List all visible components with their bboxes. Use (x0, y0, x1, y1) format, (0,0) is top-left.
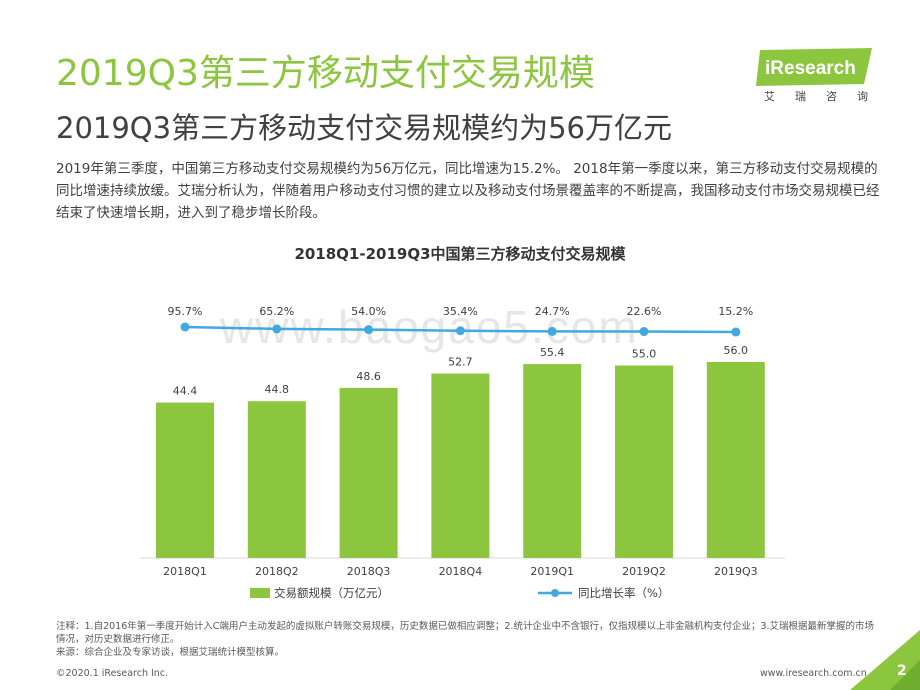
logo-text: iResearch (765, 58, 856, 79)
note-line-1: 注释：1.自2016年第一季度开始计入C端用户主动发起的虚拟账户转账交易规模，历… (56, 621, 875, 645)
growth-label-2018Q1: 95.7% (168, 305, 203, 318)
bar-line-chart: 44.4 2018Q1 44.8 2018Q2 48.6 2018Q3 52.7 2018Q4… (140, 305, 785, 600)
x-tick-label-2018Q2: 2018Q2 (255, 565, 299, 578)
growth-label-2018Q3: 54.0% (351, 305, 386, 318)
x-tick-label-2018Q3: 2018Q3 (347, 565, 391, 578)
bar-2018Q1 (156, 402, 214, 558)
bar-2018Q2 (247, 401, 306, 558)
growth-label-2018Q2: 65.2% (259, 305, 294, 318)
x-tick-label-2018Q4: 2018Q4 (439, 565, 483, 578)
footer-url[interactable]: www.iresearch.com.cn (760, 668, 867, 679)
chart-title: 2018Q1-2019Q3中国第三方移动支付交易规模 (294, 245, 626, 263)
growth-label-2018Q4: 35.4% (443, 305, 478, 318)
growth-label-2019Q3: 15.2% (718, 305, 753, 318)
description-text: 2019年第三季度，中国第三方移动支付交易规模约为56万亿元，同比增速为15.2… (56, 161, 880, 221)
growth-label-2019Q2: 22.6% (627, 305, 662, 318)
growth-point-2018Q1 (180, 322, 190, 332)
growth-point-2018Q2 (272, 324, 282, 334)
bar-2018Q4 (431, 373, 490, 558)
legend-bar-swatch (250, 588, 270, 598)
bar-label-2018Q4: 52.7 (448, 356, 473, 369)
legend-line-marker (551, 589, 559, 597)
bar-label-2019Q1: 55.4 (540, 346, 565, 359)
growth-point-2019Q1 (547, 326, 557, 336)
page-subtitle: 2019Q3第三方移动支付交易规模约为56万亿元 (56, 111, 672, 145)
growth-point-2019Q2 (639, 327, 649, 337)
page-number: 2 (897, 663, 907, 679)
growth-point-2019Q3 (731, 327, 741, 337)
bar-label-2018Q3: 48.6 (356, 370, 381, 383)
watermark: www.baogao5.com (220, 301, 639, 353)
bar-2019Q3 (706, 362, 765, 558)
bar-2018Q3 (339, 387, 398, 558)
bar-2019Q1 (523, 364, 582, 558)
bar-label-2019Q3: 56.0 (724, 344, 749, 357)
x-tick-label-2018Q1: 2018Q1 (163, 565, 207, 578)
corner-decoration (850, 630, 920, 690)
footer-copyright: ©2020.1 iResearch Inc. (56, 668, 169, 679)
legend-line-label: 同比增长率（%） (578, 586, 669, 600)
note-line-2: 来源：综合企业及专家访谈，根据艾瑞统计模型核算。 (56, 647, 285, 658)
logo-cn-text: 艾瑞咨询 (764, 90, 888, 103)
notes: 注释：1.自2016年第一季度开始计入C端用户主动发起的虚拟账户转账交易规模，历… (56, 620, 876, 659)
growth-label-2019Q1: 24.7% (535, 305, 570, 318)
bar-label-2019Q2: 55.0 (632, 348, 657, 361)
page-title: 2019Q3第三方移动支付交易规模 (56, 53, 595, 94)
legend-bar-label: 交易额规模（万亿元） (274, 586, 389, 600)
x-tick-label-2019Q2: 2019Q2 (622, 565, 666, 578)
x-tick-label-2019Q3: 2019Q3 (714, 565, 758, 578)
bar-2019Q2 (615, 365, 673, 558)
bar-label-2018Q1: 44.4 (173, 385, 198, 398)
x-tick-label-2019Q1: 2019Q1 (530, 565, 574, 578)
bar-label-2018Q2: 44.8 (265, 383, 290, 396)
iresearch-logo (756, 48, 872, 86)
growth-point-2018Q3 (364, 325, 374, 335)
growth-point-2018Q4 (455, 326, 465, 336)
